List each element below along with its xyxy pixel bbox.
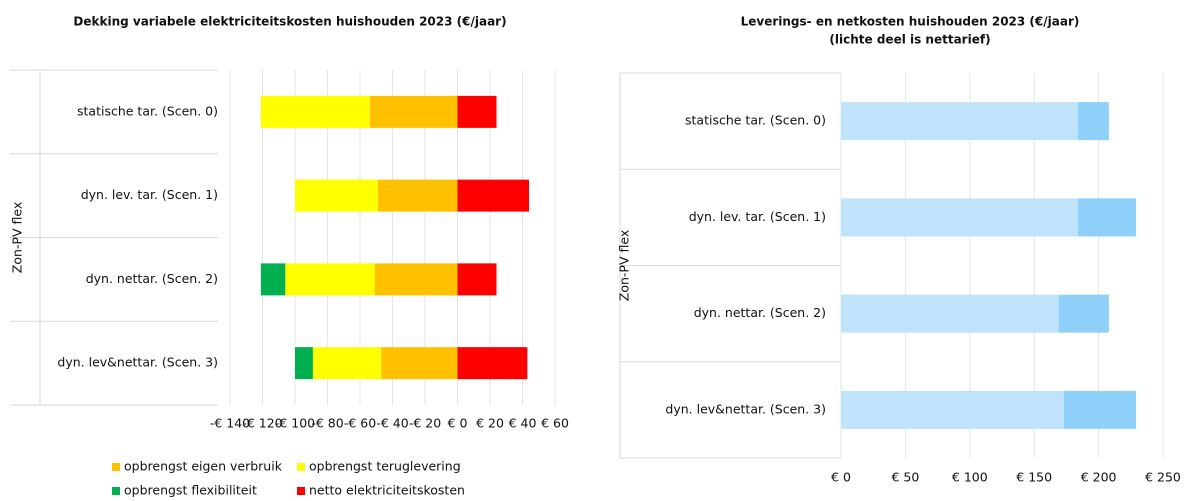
bar-segment — [1058, 294, 1109, 333]
bar-segment — [1063, 390, 1136, 429]
x-tick-label: -€ 60 — [344, 416, 376, 431]
bar-segment — [457, 179, 529, 212]
bar-segment — [1077, 102, 1109, 141]
legend-swatch — [112, 487, 120, 495]
y-axis-label: Zon-PV flex — [10, 202, 25, 273]
x-tick-label: -€ 120 — [242, 416, 282, 431]
bar-segment — [381, 347, 458, 380]
x-tick-label: € 100 — [952, 470, 988, 485]
legend-label: opbrengst teruglevering — [309, 459, 461, 474]
bar-segment — [295, 347, 313, 380]
x-tick-label: -€ 80 — [311, 416, 343, 431]
bar-segment — [260, 263, 286, 296]
chart-title: Leverings- en netkosten huishouden 2023 … — [741, 15, 1080, 29]
bar-segment — [260, 95, 370, 128]
category-label: statische tar. (Scen. 0) — [77, 103, 218, 118]
bar-segment — [1077, 198, 1136, 237]
chart-title: Dekking variabele elektriciteitskosten h… — [73, 15, 506, 29]
bar-segment — [841, 198, 1078, 237]
bar-segment — [457, 347, 528, 380]
x-tick-label: € 150 — [1016, 470, 1052, 485]
category-label: dyn. lev. tar. (Scen. 1) — [81, 187, 218, 202]
legend-label: netto elektriciteitskosten — [309, 483, 465, 498]
bar-segment — [312, 347, 382, 380]
bar-segment — [841, 102, 1078, 141]
category-label: dyn. lev&nettar. (Scen. 3) — [57, 355, 218, 370]
x-tick-label: € 250 — [1145, 470, 1181, 485]
category-label: dyn. nettar. (Scen. 2) — [86, 271, 218, 286]
bar-segment — [377, 179, 458, 212]
x-tick-label: -€ 20 — [409, 416, 441, 431]
x-tick-label: € 60 — [541, 416, 569, 431]
bar-segment — [295, 179, 378, 212]
x-tick-label: -€ 100 — [275, 416, 315, 431]
legend-swatch — [112, 463, 120, 471]
legend-swatch — [297, 487, 305, 495]
x-tick-label: € 40 — [509, 416, 537, 431]
category-label: statische tar. (Scen. 0) — [685, 113, 826, 128]
legend-label: opbrengst flexibiliteit — [124, 483, 257, 498]
x-tick-label: -€ 40 — [376, 416, 408, 431]
x-tick-label: € 20 — [476, 416, 504, 431]
bar-segment — [457, 263, 497, 296]
bar-segment — [841, 390, 1064, 429]
x-tick-label: € 200 — [1081, 470, 1117, 485]
x-tick-label: € 0 — [448, 416, 468, 431]
legend-label: opbrengst eigen verbruik — [124, 459, 283, 474]
chart-subtitle: (lichte deel is nettarief) — [829, 33, 990, 47]
category-label: dyn. lev. tar. (Scen. 1) — [689, 209, 826, 224]
legend-swatch — [297, 463, 305, 471]
bar-segment — [457, 95, 497, 128]
bar-segment — [374, 263, 458, 296]
x-tick-label: -€ 140 — [210, 416, 250, 431]
bar-segment — [369, 95, 458, 128]
category-label: dyn. nettar. (Scen. 2) — [694, 305, 826, 320]
y-axis-label: Zon-PV flex — [617, 230, 632, 301]
category-label: dyn. lev&nettar. (Scen. 3) — [665, 401, 826, 416]
bar-segment — [285, 263, 375, 296]
bar-segment — [841, 294, 1059, 333]
x-tick-label: € 0 — [831, 470, 851, 485]
x-tick-label: € 50 — [891, 470, 919, 485]
